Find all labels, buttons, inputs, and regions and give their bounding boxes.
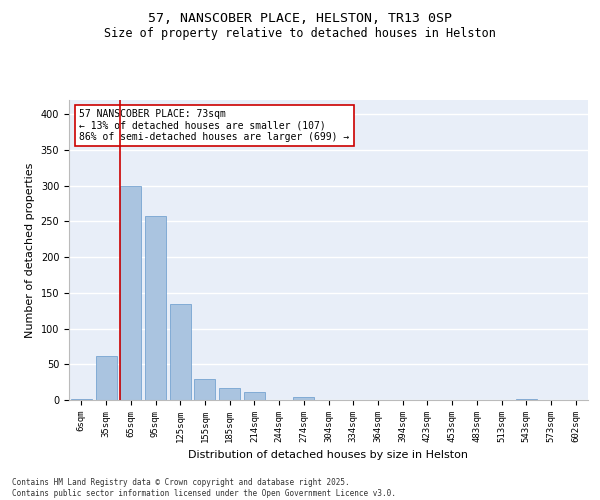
Bar [170,304,191,400]
X-axis label: Distribution of detached houses by size in Helston: Distribution of detached houses by size … [188,450,469,460]
Bar [293,397,314,400]
Bar [516,398,537,400]
Text: Contains HM Land Registry data © Crown copyright and database right 2025.
Contai: Contains HM Land Registry data © Crown c… [12,478,396,498]
Text: 57 NANSCOBER PLACE: 73sqm
← 13% of detached houses are smaller (107)
86% of semi: 57 NANSCOBER PLACE: 73sqm ← 13% of detac… [79,109,350,142]
Bar [194,378,215,400]
Bar [120,186,141,400]
Text: Size of property relative to detached houses in Helston: Size of property relative to detached ho… [104,28,496,40]
Bar [71,398,92,400]
Bar [95,356,116,400]
Bar [219,388,240,400]
Y-axis label: Number of detached properties: Number of detached properties [25,162,35,338]
Text: 57, NANSCOBER PLACE, HELSTON, TR13 0SP: 57, NANSCOBER PLACE, HELSTON, TR13 0SP [148,12,452,26]
Bar [145,216,166,400]
Bar [244,392,265,400]
